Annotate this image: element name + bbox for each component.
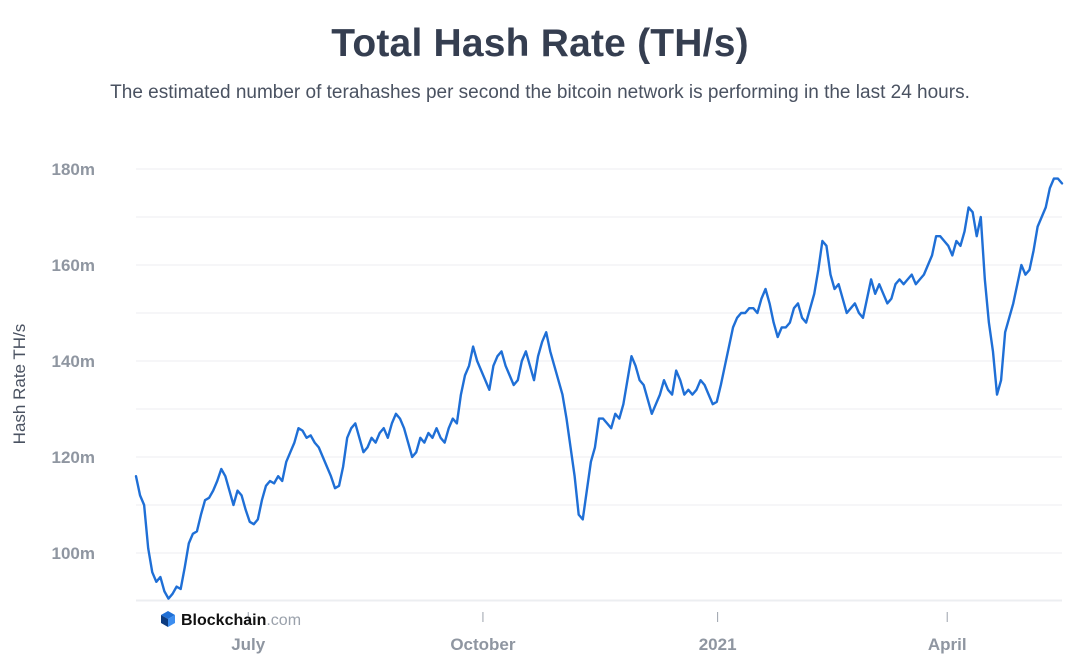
logo-name: Blockchain bbox=[181, 612, 266, 629]
series-line-hash-rate bbox=[134, 177, 1064, 600]
y-tick-label: 140m bbox=[52, 352, 95, 371]
x-axis-ticks: July October 2021 April bbox=[136, 599, 1062, 654]
blockchain-cube-icon bbox=[161, 611, 175, 627]
x-tick-label: 2021 bbox=[699, 635, 737, 654]
chart-subtitle: The estimated number of terahashes per s… bbox=[110, 82, 970, 103]
x-tick-label: October bbox=[450, 635, 516, 654]
y-axis-ticks: 100m 120m 140m 160m 180m bbox=[52, 160, 95, 563]
grid-lines bbox=[136, 168, 1062, 602]
y-tick-label: 160m bbox=[52, 256, 95, 275]
x-tick-label: July bbox=[231, 635, 266, 654]
x-tick-label: April bbox=[928, 635, 967, 654]
y-tick-label: 100m bbox=[52, 544, 95, 563]
y-tick-label: 180m bbox=[52, 160, 95, 179]
chart-title: Total Hash Rate (TH/s) bbox=[331, 22, 749, 65]
blockchain-logo: Blockchain.com bbox=[161, 611, 301, 629]
y-axis-title: Hash Rate TH/s bbox=[10, 324, 29, 445]
svg-text:Blockchain.com: Blockchain.com bbox=[181, 612, 301, 629]
logo-suffix: .com bbox=[266, 612, 301, 629]
y-tick-label: 120m bbox=[52, 448, 95, 467]
